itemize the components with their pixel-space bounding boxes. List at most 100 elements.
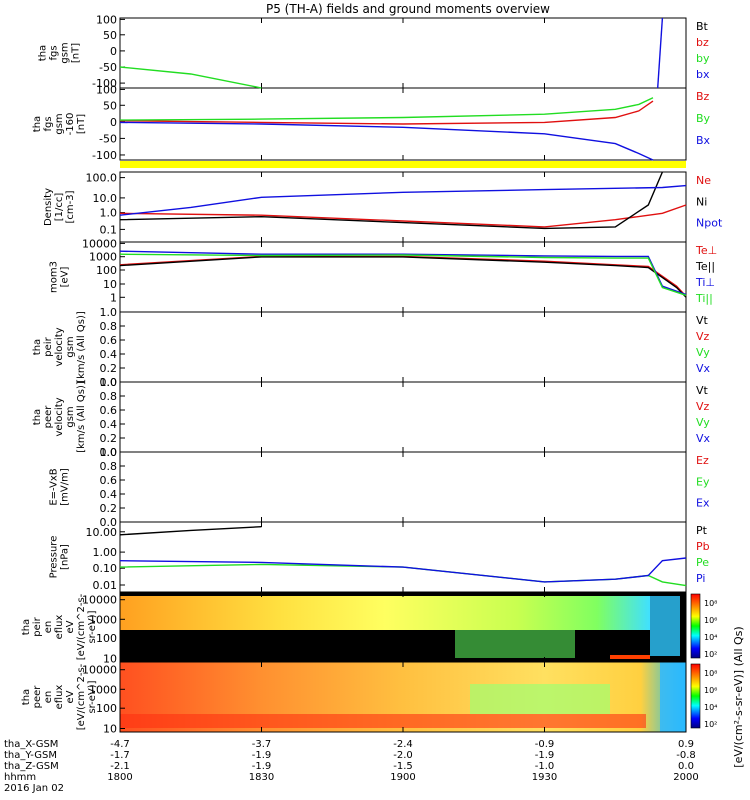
legend-entry: Pb [696, 540, 710, 553]
y-axis-label: fgs [43, 116, 54, 131]
footer-value: -2.4 [393, 739, 413, 750]
y-tick-label: 50 [103, 99, 117, 112]
y-axis-label: sr-eV)] [87, 680, 98, 713]
y-tick-label: 100.0 [86, 172, 118, 185]
y-axis-label: tha [32, 409, 43, 425]
y-tick-label: 10000 [82, 237, 117, 250]
y-tick-label: 0.8 [100, 460, 118, 473]
legend-entry: Vz [696, 330, 710, 343]
legend-entry: Ti⊥ [695, 276, 715, 289]
series-Bz-line [119, 100, 654, 125]
y-tick-label: 10 [103, 653, 117, 666]
footer-value: -1.9 [252, 750, 272, 761]
legend-entry: Bx [696, 134, 711, 147]
y-tick-label: 1.0 [100, 446, 118, 459]
series-By-line [119, 97, 654, 121]
y-axis-label: eflux [54, 615, 65, 640]
legend-entry: Vx [696, 432, 711, 445]
legend-entry: Te⊥ [695, 244, 717, 257]
yellow-status-bar [120, 161, 686, 168]
series-Te-line [119, 255, 687, 297]
y-tick-label: 10 [103, 278, 117, 291]
y-tick-label: 0.01 [93, 579, 118, 592]
y-tick-label: 100 [96, 632, 117, 645]
y-tick-label: 0.6 [100, 474, 118, 487]
legend-entry: Vy [696, 416, 710, 429]
series-bx-line [657, 17, 664, 89]
series-Ne-line [119, 204, 687, 228]
y-tick-label: -100 [92, 77, 117, 90]
y-tick-label: 0.10 [93, 562, 118, 575]
y-axis-label: eV [65, 620, 76, 633]
footer-value: 1800 [107, 772, 132, 783]
series-Pt-line [119, 526, 262, 536]
y-tick-label: 0.4 [100, 348, 118, 361]
legend-entry: by [696, 52, 710, 65]
y-tick-label: 0.4 [100, 418, 118, 431]
y-tick-label: 0.2 [100, 502, 118, 515]
y-tick-label: 0.6 [100, 334, 118, 347]
y-tick-label: 0.2 [100, 432, 118, 445]
y-axis-label: [1/cc] [54, 193, 65, 222]
y-axis-label: eV [65, 690, 76, 703]
y-tick-label: 10.0 [93, 192, 118, 205]
y-axis-label: peer [32, 685, 43, 709]
y-tick-label: 10 [103, 723, 117, 736]
legend-entry: Vy [696, 346, 710, 359]
y-tick-label: 0 [110, 45, 117, 58]
legend-entry: bx [696, 68, 710, 81]
legend-entry: Npot [696, 217, 723, 230]
footer-row-label: tha_Z-GSM [4, 761, 59, 772]
footer-value: 2000 [673, 772, 698, 783]
legend-entry: Vt [696, 314, 709, 327]
colorbar-tick: 10⁶ [704, 686, 717, 695]
y-tick-label: 100 [96, 264, 117, 277]
series-Pi-line [119, 557, 687, 583]
y-axis-label: [mV/m] [60, 468, 71, 506]
footer-value: -1.0 [535, 761, 555, 772]
panel-frame-3 [119, 171, 687, 243]
footer-row-label: tha_X-GSM [4, 739, 58, 750]
y-tick-label: 0.8 [100, 390, 118, 403]
colorbar-tick: 10⁶ [704, 616, 717, 625]
footer-value: -1.9 [252, 761, 272, 772]
y-axis-label: [km/s (All Qs)] [76, 381, 87, 453]
legend-entry: Ez [696, 454, 709, 467]
footer-value: -0.9 [535, 739, 555, 750]
footer-value: 1830 [249, 772, 274, 783]
y-axis-label: velocity [54, 327, 65, 366]
series-Npot-line [119, 184, 687, 216]
y-tick-label: 10000 [82, 594, 117, 607]
legend-entry: Pt [696, 524, 708, 537]
y-axis-label: tha [21, 619, 32, 635]
y-axis-label: -160 [65, 113, 76, 136]
y-axis-label: eflux [54, 685, 65, 710]
colorbar-tick: 10⁸ [704, 599, 717, 608]
series-by-line [119, 66, 262, 89]
footer-value: 0.0 [678, 761, 694, 772]
legend-entry: Ne [696, 174, 711, 187]
y-tick-label: 100 [96, 702, 117, 715]
y-axis-label: [cm-3] [65, 190, 76, 223]
legend-entry: Pi [696, 572, 705, 585]
y-axis-label: tha [32, 339, 43, 355]
colorbar-tick: 10² [704, 650, 717, 659]
y-tick-label: 0.4 [100, 488, 118, 501]
legend-entry: Te|| [695, 260, 715, 273]
panel-frame-6 [119, 381, 687, 453]
y-tick-label: 1.00 [93, 546, 118, 559]
legend-entry: Vz [696, 400, 710, 413]
chart-title: P5 (TH-A) fields and ground moments over… [266, 2, 550, 16]
y-tick-label: 0.6 [100, 404, 118, 417]
y-axis-label: [eV] [60, 267, 71, 288]
footer-row-label: tha_Y-GSM [4, 750, 57, 761]
electron-spectrogram-patch [470, 684, 610, 714]
footer-value: -1.5 [393, 761, 413, 772]
legend-entry: Bz [696, 90, 710, 103]
series-Bx-line [119, 121, 654, 161]
footer-value: 0.9 [678, 739, 694, 750]
footer-value: 1900 [390, 772, 415, 783]
legend-entry: Bt [696, 20, 709, 33]
